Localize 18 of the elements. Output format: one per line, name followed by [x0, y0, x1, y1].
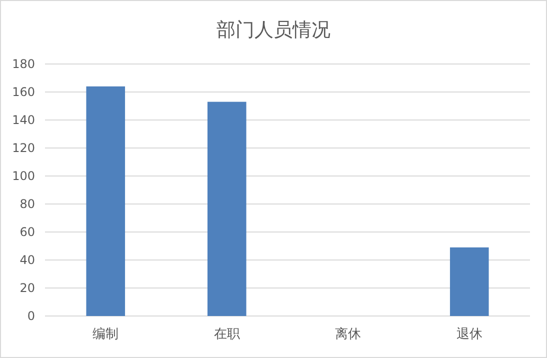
y-tick-label: 160 — [12, 85, 35, 99]
bar — [86, 86, 126, 316]
chart-title: 部门人员情况 — [216, 19, 330, 41]
y-tick-label: 120 — [12, 141, 35, 155]
y-tick-label: 180 — [12, 57, 35, 71]
x-tick-label: 编制 — [92, 327, 119, 342]
y-tick-label: 140 — [12, 113, 35, 127]
x-tick-label: 在职 — [214, 327, 240, 342]
y-tick-label: 80 — [20, 197, 35, 211]
bar — [207, 102, 246, 316]
x-tick-label: 退休 — [456, 327, 482, 342]
x-tick-label: 离休 — [335, 326, 362, 342]
bar — [450, 247, 489, 316]
y-tick-label: 100 — [12, 169, 35, 183]
y-tick-label: 20 — [20, 281, 35, 295]
y-tick-label: 40 — [20, 253, 35, 267]
y-tick-label: 0 — [27, 309, 35, 323]
y-tick-label: 60 — [20, 225, 35, 239]
